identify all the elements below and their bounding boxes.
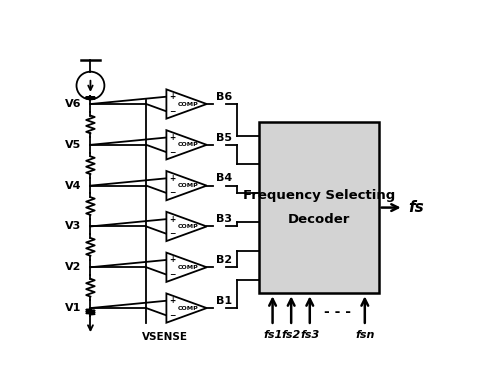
- Text: COMP: COMP: [177, 306, 198, 310]
- Text: - - -: - - -: [324, 305, 351, 319]
- Text: B1: B1: [216, 296, 232, 306]
- Bar: [259, 122, 379, 294]
- Text: −: −: [169, 311, 176, 320]
- Text: V5: V5: [65, 140, 81, 150]
- Text: COMP: COMP: [177, 142, 198, 147]
- Text: +: +: [169, 215, 176, 223]
- Polygon shape: [166, 252, 207, 282]
- Text: Frequency Selecting: Frequency Selecting: [243, 189, 395, 202]
- Text: −: −: [169, 270, 176, 279]
- Text: B4: B4: [216, 173, 232, 183]
- Text: −: −: [169, 189, 176, 198]
- Text: fsn: fsn: [355, 330, 374, 340]
- Text: +: +: [169, 296, 176, 305]
- Polygon shape: [166, 294, 207, 323]
- Text: COMP: COMP: [177, 183, 198, 188]
- Text: V2: V2: [65, 262, 81, 272]
- Text: fs3: fs3: [300, 330, 320, 340]
- Text: −: −: [169, 107, 176, 116]
- Text: COMP: COMP: [177, 102, 198, 107]
- Polygon shape: [166, 171, 207, 200]
- Text: V1: V1: [65, 303, 81, 313]
- Text: V4: V4: [64, 181, 81, 191]
- Text: +: +: [169, 92, 176, 101]
- Text: V3: V3: [65, 221, 81, 231]
- Text: VSENSE: VSENSE: [142, 332, 188, 342]
- Text: V6: V6: [64, 99, 81, 109]
- Text: +: +: [169, 133, 176, 142]
- Text: +: +: [169, 174, 176, 183]
- Text: fs2: fs2: [282, 330, 301, 340]
- Text: B3: B3: [216, 214, 232, 224]
- Text: −: −: [169, 229, 176, 238]
- Text: +: +: [169, 256, 176, 265]
- Text: B6: B6: [216, 92, 232, 102]
- Polygon shape: [166, 89, 207, 119]
- Polygon shape: [166, 130, 207, 160]
- Text: B2: B2: [216, 255, 232, 265]
- Text: COMP: COMP: [177, 224, 198, 229]
- Text: Decoder: Decoder: [287, 213, 350, 227]
- Text: B5: B5: [216, 132, 232, 143]
- Text: fs1: fs1: [263, 330, 282, 340]
- Text: −: −: [169, 148, 176, 157]
- Text: COMP: COMP: [177, 265, 198, 270]
- Polygon shape: [166, 212, 207, 241]
- Text: fs: fs: [408, 200, 424, 215]
